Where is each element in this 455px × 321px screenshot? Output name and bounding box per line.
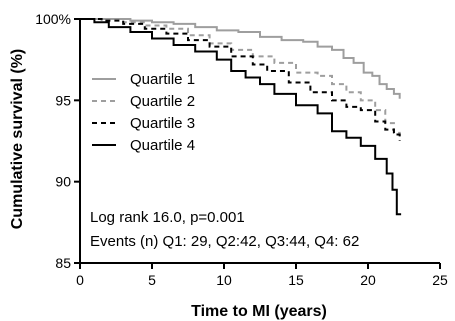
legend-label: Quartile 2 [130, 93, 195, 110]
x-axis-title: Time to MI (years) [191, 303, 327, 320]
y-tick-label: 85 [55, 255, 71, 271]
x-tick-label: 5 [148, 272, 156, 288]
x-tick-label: 25 [432, 272, 448, 288]
x-tick-label: 20 [360, 272, 376, 288]
series-line-quartile-3 [80, 18, 401, 141]
logrank-annotation: Log rank 16.0, p=0.001 [90, 209, 245, 226]
legend-label: Quartile 3 [130, 115, 195, 132]
x-tick-label: 15 [288, 272, 304, 288]
axes: 0 5 10 15 20 25 85 90 95 100% [35, 11, 448, 288]
y-tick-label: 95 [55, 92, 71, 108]
x-tick-label: 10 [216, 272, 232, 288]
y-tick-label: 100% [35, 11, 71, 27]
x-tick-label: 0 [76, 272, 84, 288]
series-line-quartile-2 [80, 18, 401, 137]
series-line-quartile-4 [80, 18, 402, 216]
legend: Quartile 1 Quartile 2 Quartile 3 Quartile 4 [92, 71, 195, 154]
annotations: Log rank 16.0, p=0.001 Events (n) Q1: 29… [90, 209, 359, 250]
legend-label: Quartile 1 [130, 71, 195, 88]
series-lines [80, 18, 402, 216]
y-tick-label: 90 [55, 174, 71, 190]
series-line-quartile-1 [80, 18, 401, 99]
legend-label: Quartile 4 [130, 137, 195, 154]
y-axis-title: Cumulative survival (%) [9, 49, 26, 230]
events-annotation: Events (n) Q1: 29, Q2:42, Q3:44, Q4: 62 [90, 233, 359, 250]
